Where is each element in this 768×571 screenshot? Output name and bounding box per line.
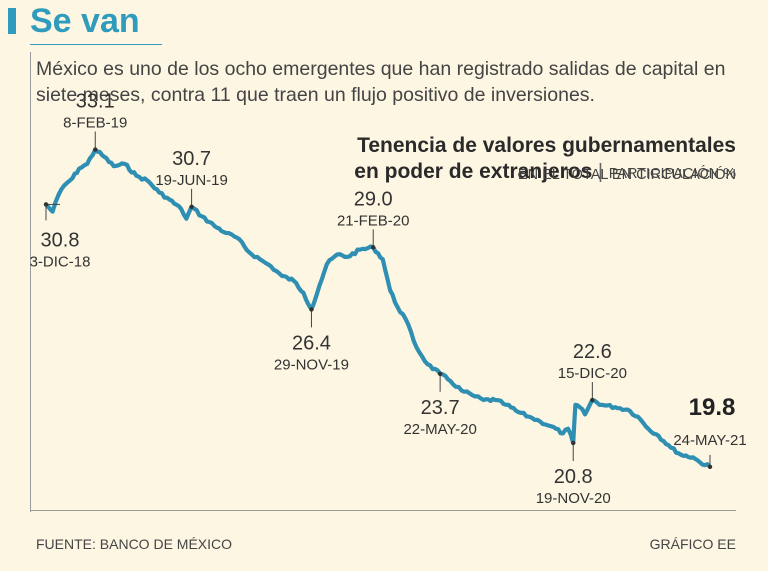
subtitle: México es uno de los ocho emergentes que… — [36, 58, 726, 106]
page-title: Se van — [30, 2, 140, 40]
annotation-dot — [571, 440, 576, 446]
annotation-value: 29.0 — [354, 188, 393, 210]
chart-title: Tenencia de valores gubernamentales en p… — [354, 133, 736, 187]
annotation-dot — [93, 147, 98, 152]
source-note: FUENTE: BANCO DE MÉXICO — [36, 536, 233, 552]
annotation-date: 21-FEB-20 — [337, 212, 410, 229]
chart-title-line2: en poder de extranjeros — [354, 160, 593, 183]
annotation-dot — [707, 464, 713, 470]
annotation-dot — [309, 307, 314, 312]
title-separator: | — [597, 161, 604, 183]
frame-left-rule — [30, 52, 31, 512]
annotation-date: 3-DIC-18 — [30, 253, 91, 270]
annotation-dot — [371, 245, 376, 250]
title-accent-bar — [8, 8, 16, 34]
annotation-dot — [43, 202, 49, 207]
annotation-value: 30.7 — [172, 148, 211, 170]
annotation-date: 22-MAY-20 — [403, 421, 476, 438]
annotation-dot — [590, 397, 595, 403]
annotation-value: 19.8 — [689, 394, 736, 421]
annotation-date: 19-NOV-20 — [536, 490, 611, 507]
annotation-date: 15-DIC-20 — [558, 365, 627, 382]
annotation-value: 26.4 — [292, 332, 331, 354]
graphic-credit: GRÁFICO EE — [649, 536, 736, 552]
chart-unit-line1: PARTICIPACIÓN % — [608, 166, 736, 182]
annotation-value: 20.8 — [554, 466, 593, 488]
chart-title-line1: Tenencia de valores gubernamentales — [357, 134, 736, 157]
annotation-value: 30.8 — [41, 229, 80, 251]
series-line — [43, 147, 713, 469]
annotation-date: 24-MAY-21 — [673, 432, 746, 449]
annotation-date: 19-JUN-19 — [155, 172, 228, 189]
chart-unit-line2: EN EL TOTAL EN CIRCULACIÓN — [517, 167, 736, 183]
annotation-dot — [437, 371, 443, 376]
annotation-dot — [189, 204, 194, 209]
annotation-date: 8-FEB-19 — [63, 115, 127, 132]
annotation-date: 29-NOV-19 — [274, 356, 349, 373]
annotation-value: 22.6 — [573, 341, 612, 363]
annotation-value: 23.7 — [421, 397, 460, 419]
annotation-value: 33.1 — [76, 91, 115, 113]
frame-bottom-rule — [30, 510, 736, 511]
title-underline — [30, 44, 162, 45]
